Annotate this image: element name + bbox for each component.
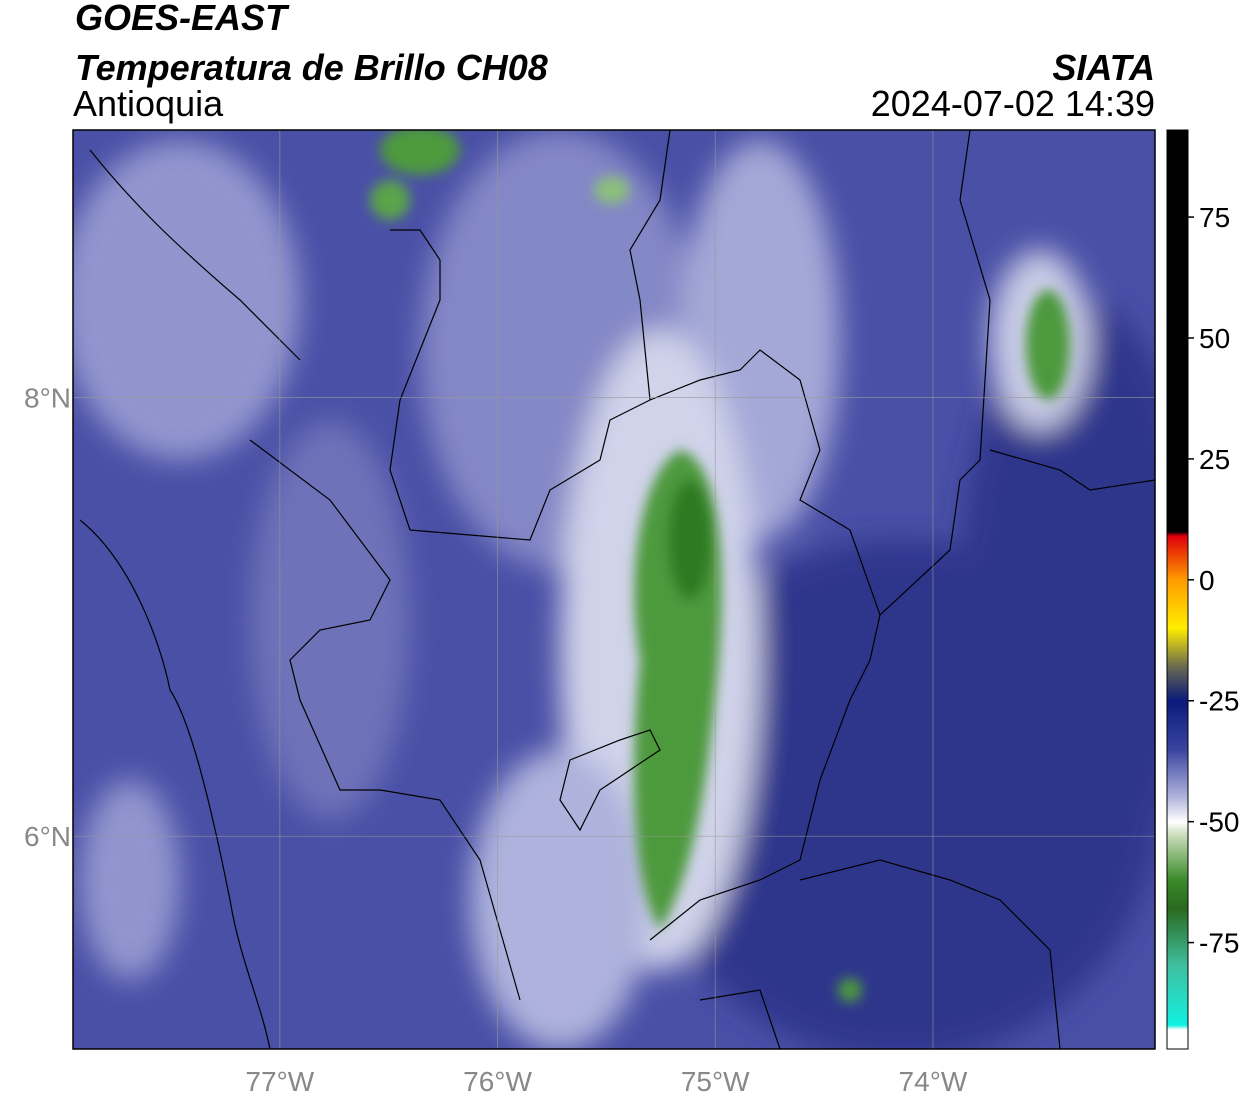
x-tick-label: 76°W (463, 1066, 532, 1097)
map-frame (72, 129, 1156, 1050)
x-tick-label: 77°W (245, 1066, 314, 1097)
colorbar-tick-label: 25 (1199, 444, 1230, 475)
colorbar-tick-label: -75 (1199, 928, 1239, 959)
colorbar-tick-label: -25 (1199, 686, 1239, 717)
source: SIATA (1052, 47, 1155, 88)
x-tick-label: 75°W (681, 1066, 750, 1097)
datetime: 2024-07-02 14:39 (871, 83, 1155, 124)
imagery (73, 130, 1155, 1049)
x-tick-label: 74°W (899, 1066, 968, 1097)
colorbar-tick-label: 50 (1199, 323, 1230, 354)
product: Temperatura de Brillo CH08 (75, 47, 548, 88)
colorbar-tick-label: 75 (1199, 202, 1230, 233)
colorbar-tick-label: -50 (1199, 807, 1239, 838)
y-tick-label: 8°N (24, 383, 71, 414)
satellite: GOES-EAST (75, 0, 290, 38)
colorbar (1166, 129, 1189, 1050)
region: Antioquia (73, 83, 224, 124)
colorbar-tick-label: 0 (1199, 565, 1215, 596)
y-tick-label: 6°N (24, 821, 71, 852)
